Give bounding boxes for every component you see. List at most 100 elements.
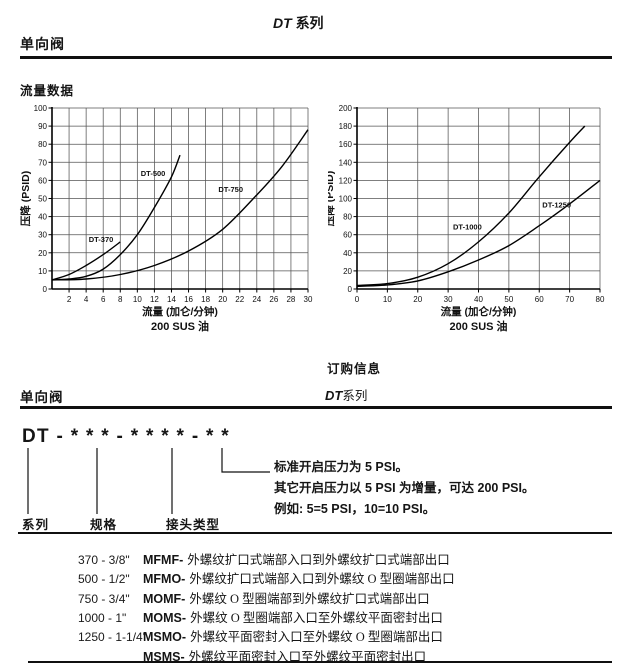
port-type-description: 外螺纹 O 型圈端部到外螺纹扩口式端部出口 [189, 591, 430, 606]
x-tick-label: 10 [383, 295, 392, 304]
y-axis-title: 压降 (PSID) [328, 171, 336, 226]
x-tick-label: 16 [184, 295, 193, 304]
bottom-rule [28, 661, 612, 663]
x-tick-label: 20 [218, 295, 227, 304]
oil-grade-label: 200 SUS 油 [449, 319, 507, 333]
port-type-code: MFMO- [143, 572, 186, 587]
oil-grade-label: 200 SUS 油 [151, 319, 209, 333]
product-title: 单向阀 [20, 36, 65, 52]
x-tick-label: 30 [444, 295, 453, 304]
y-tick-label: 200 [339, 104, 353, 113]
y-tick-label: 70 [38, 158, 47, 167]
x-tick-label: 14 [167, 295, 176, 304]
x-tick-label: 8 [118, 295, 123, 304]
port-type-description: 外螺纹扩口式端部入口到外螺纹 O 型圈端部出口 [189, 572, 455, 587]
y-tick-label: 180 [339, 122, 353, 131]
curve-label-dt-500: DT-500 [141, 169, 166, 178]
x-tick-label: 4 [84, 295, 89, 304]
spec-size: 750 - 3/4" [78, 591, 130, 606]
x-axis-title: 流量 (加仑/分钟) [142, 305, 218, 318]
ordering-product: 单向阀 [20, 390, 64, 405]
y-tick-label: 140 [339, 158, 353, 167]
spec-table-row: 370 - 3/8" MFMF- 外螺纹扩口式端部入口到外螺纹扩口式端部出口 [78, 549, 455, 568]
y-tick-label: 60 [343, 231, 352, 240]
x-tick-label: 30 [304, 295, 313, 304]
port-type-code: MOMS- [143, 611, 187, 626]
callout-underline [18, 532, 612, 534]
y-tick-label: 30 [38, 231, 47, 240]
pressure-note: 标准开启压力为 5 PSI。 其它开启压力以 5 PSI 为增量，可达 200 … [274, 457, 534, 519]
spec-table-row: MSMS- 外螺纹平面密封入口至外螺纹平面密封出口 [78, 646, 455, 665]
spec-table-row: 1250 - 1-1/4"MSMO- 外螺纹平面密封入口至外螺纹 O 型圈端部出口 [78, 626, 455, 645]
port-type-code: MOMF- [143, 591, 186, 606]
x-tick-label: 28 [286, 295, 295, 304]
ordering-heading: 订购信息 [327, 362, 382, 376]
x-tick-label: 18 [201, 295, 210, 304]
x-tick-label: 50 [504, 295, 513, 304]
x-tick-label: 0 [355, 295, 360, 304]
y-tick-label: 100 [339, 195, 353, 204]
y-tick-label: 60 [38, 176, 47, 185]
y-tick-label: 10 [38, 267, 47, 276]
port-type-description: 外螺纹 O 型圈端部入口至外螺纹平面密封出口 [190, 611, 443, 626]
page-series-title: DT 系列 [273, 13, 324, 33]
y-tick-label: 90 [38, 122, 47, 131]
y-tick-label: 120 [339, 176, 353, 185]
callout-label-series: 系列 [22, 518, 50, 532]
spec-table-row: 500 - 1/2" MFMO- 外螺纹扩口式端部入口到外螺纹 O 型圈端部出口 [78, 568, 455, 587]
x-tick-label: 10 [133, 295, 142, 304]
y-tick-label: 160 [339, 140, 353, 149]
header-divider [20, 56, 612, 59]
model-code: DT - * * * - * * * * - * * [22, 426, 231, 447]
spec-size: 1250 - 1-1/4" [78, 630, 147, 645]
curve-dt-1000 [356, 125, 586, 287]
port-type-code: MSMS- [143, 649, 185, 664]
port-type-description: 外螺纹扩口式端部入口到外螺纹扩口式端部出口 [187, 553, 450, 567]
spec-size: 370 - 3/8" [78, 553, 130, 567]
x-tick-label: 40 [474, 295, 483, 304]
port-type-code: MSMO- [143, 630, 187, 645]
spec-table: 370 - 3/8" MFMF- 外螺纹扩口式端部入口到外螺纹扩口式端部出口 500 … [78, 549, 455, 665]
curve-label-dt-750: DT-750 [218, 185, 243, 194]
curve-label-dt-1250: DT-1250 [542, 201, 571, 210]
y-tick-label: 100 [34, 104, 48, 113]
pressure-note-line: 例如: 5=5 PSI，10=10 PSI。 [274, 501, 436, 516]
curve-dt-1250 [356, 179, 601, 287]
model-code-callout-lines [27, 448, 270, 514]
x-tick-label: 6 [101, 295, 106, 304]
series-word: 系列 [295, 15, 324, 31]
y-tick-label: 40 [38, 213, 47, 222]
x-tick-label: 80 [596, 295, 605, 304]
curve-dt-750 [51, 129, 309, 281]
x-tick-label: 22 [235, 295, 244, 304]
x-tick-label: 20 [413, 295, 422, 304]
y-tick-label: 80 [38, 140, 47, 149]
pressure-note-line: 其它开启压力以 5 PSI 为增量，可达 200 PSI。 [274, 480, 535, 495]
callout-label-port-type: 接头类型 [166, 518, 221, 532]
spec-table-row: 1000 - 1" MOMS- 外螺纹 O 型圈端部入口至外螺纹平面密封出口 [78, 607, 455, 626]
x-tick-label: 70 [565, 295, 574, 304]
port-type-description: 外螺纹平面密封入口至外螺纹 O 型圈端部出口 [190, 630, 443, 645]
flow-data-heading: 流量数据 [20, 84, 75, 98]
x-tick-label: 24 [252, 295, 261, 304]
x-tick-label: 12 [150, 295, 159, 304]
spec-size: 500 - 1/2" [78, 572, 130, 587]
y-tick-label: 20 [343, 267, 352, 276]
curve-dt-370 [51, 241, 121, 281]
ordering-divider [20, 406, 612, 409]
ordering-series-code: DT [325, 388, 343, 403]
x-axis-title: 流量 (加仑/分钟) [441, 305, 517, 318]
spec-table-row: 750 - 3/4" MOMF- 外螺纹 O 型圈端部到外螺纹扩口式端部出口 [78, 588, 455, 607]
y-tick-label: 20 [38, 249, 47, 258]
port-type-description: 外螺纹平面密封入口至外螺纹平面密封出口 [188, 649, 427, 664]
port-type-code: MFMF- [143, 553, 184, 567]
ordering-series-word: 系列 [342, 389, 368, 403]
y-tick-label: 80 [343, 213, 352, 222]
callout-label-spec: 规格 [90, 518, 118, 532]
flow-chart-small-sizes: 2 4 6 8 10 12 14 16 18 20 22 24 26 28 3001020304050607… [19, 104, 313, 333]
y-tick-label: 40 [343, 249, 352, 258]
x-tick-label: 60 [535, 295, 544, 304]
x-tick-label: 2 [67, 295, 72, 304]
pressure-note-line: 标准开启压力为 5 PSI。 [274, 460, 409, 474]
